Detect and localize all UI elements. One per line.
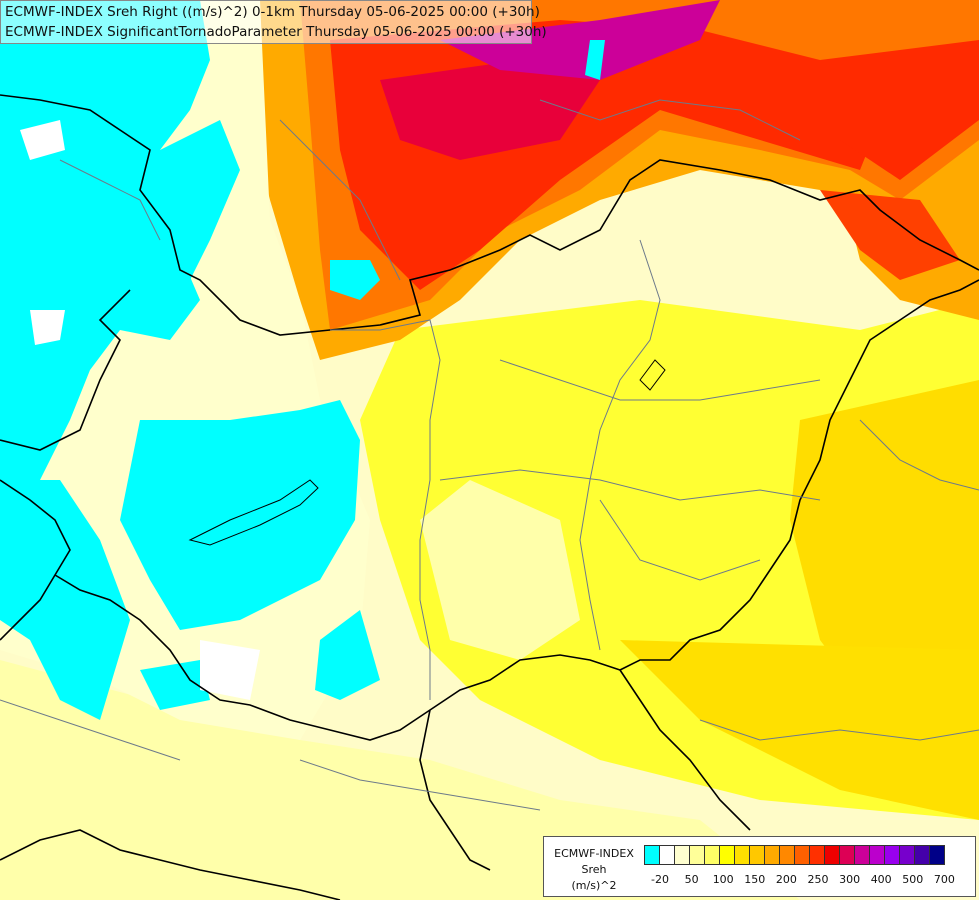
border-west (0, 479, 71, 641)
legend-swatch (869, 845, 885, 865)
legend-param-label: Sreh (581, 863, 607, 876)
border-southwest-lower (0, 829, 341, 900)
white-spot-west (30, 310, 65, 345)
legend-swatch (704, 845, 720, 865)
lake-balaton-outline (188, 479, 319, 546)
legend-tick-label: 250 (807, 873, 829, 886)
map-title-stp: ECMWF-INDEX SignificantTornadoParameter … (5, 24, 547, 40)
river-tisza (579, 239, 661, 651)
cyan-blob-north (585, 40, 605, 80)
legend-swatch (689, 845, 705, 865)
gold-field-south (620, 640, 979, 820)
border-hungary-south (54, 574, 621, 741)
legend-swatch (794, 845, 810, 865)
border-north (0, 94, 979, 336)
legend-swatch (929, 845, 945, 865)
legend-swatch (779, 845, 795, 865)
map-title-box: ECMWF-INDEX Sreh Right ((m/s)^2) 0-1km T… (0, 0, 547, 44)
legend-swatch (719, 845, 735, 865)
legend-swatch (734, 845, 750, 865)
crimson-core (380, 60, 600, 160)
white-spot-northwest (20, 120, 65, 160)
legend-tick-label: 300 (839, 873, 861, 886)
legend-swatch (809, 845, 825, 865)
region-boundary-1 (499, 359, 821, 401)
cyan-blob-southwest (140, 660, 210, 710)
region-boundary-8 (299, 759, 541, 811)
legend-swatch (644, 845, 660, 865)
region-boundary-2 (439, 469, 821, 501)
cyan-area-central-west (160, 120, 240, 300)
legend-tick-label: 200 (775, 873, 797, 886)
legend-swatch (659, 845, 675, 865)
region-boundary-7 (699, 719, 979, 741)
cyan-area-southwest (0, 480, 130, 720)
pale-yellow-center (420, 480, 580, 660)
border-south-lower (619, 669, 751, 831)
legend-swatch (764, 845, 780, 865)
border-serbia (419, 709, 491, 871)
lake-east-outline (639, 359, 666, 391)
legend-swatches (644, 845, 945, 865)
gold-field-east (790, 380, 979, 720)
border-hungary-east (619, 279, 979, 671)
color-legend: ECMWF-INDEX Sreh (m/s)^2 -20 50 100 150 200 2… (543, 836, 976, 897)
legend-tick-label: 700 (933, 873, 955, 886)
legend-swatch (899, 845, 915, 865)
region-boundary-4 (279, 119, 401, 281)
legend-tick-label: 500 (902, 873, 924, 886)
legend-model-label: ECMWF-INDEX (554, 847, 634, 860)
red-patch-northeast (820, 190, 960, 280)
cyan-blob-small (330, 260, 380, 300)
river-danube (330, 319, 441, 700)
legend-unit-label: (m/s)^2 (571, 879, 617, 892)
legend-swatch (839, 845, 855, 865)
legend-swatch (854, 845, 870, 865)
legend-tick-label: 150 (744, 873, 766, 886)
cyan-area-northwest (0, 0, 210, 480)
region-boundary-5 (539, 99, 801, 141)
legend-swatch (749, 845, 765, 865)
legend-swatch (674, 845, 690, 865)
map-title-sreh: ECMWF-INDEX Sreh Right ((m/s)^2) 0-1km T… (5, 4, 540, 20)
region-boundary-10 (0, 699, 181, 761)
legend-swatch (914, 845, 930, 865)
border-west-upper (0, 289, 131, 451)
legend-tick-label: -20 (651, 873, 669, 886)
legend-tick-label: 400 (870, 873, 892, 886)
legend-swatch (884, 845, 900, 865)
red-core-east (820, 40, 979, 180)
legend-ticks: -20 50 100 150 200 250 300 400 500 700 (644, 873, 974, 889)
magenta-core (440, 0, 720, 80)
region-boundary-9 (859, 419, 979, 491)
cyan-blob-south (315, 610, 380, 700)
legend-swatch (824, 845, 840, 865)
legend-tick-label: 50 (684, 873, 699, 886)
legend-tick-label: 100 (712, 873, 734, 886)
region-boundary-6 (59, 159, 161, 241)
white-spot-south (200, 640, 260, 700)
region-boundary-3 (599, 499, 761, 581)
cyan-area-central (120, 400, 360, 630)
